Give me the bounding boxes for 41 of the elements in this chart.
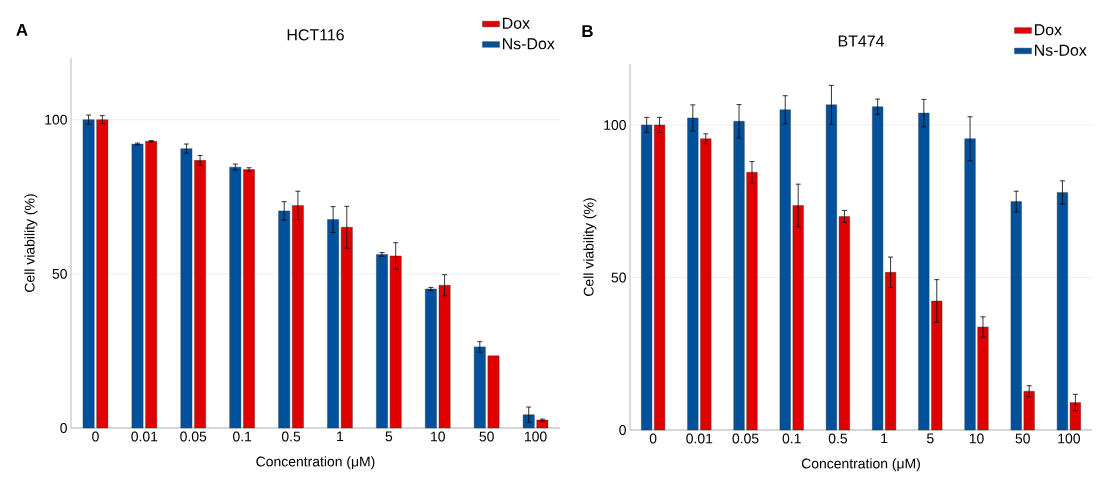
x-tick-label: 5 bbox=[926, 433, 934, 444]
y-tick-label: 50 bbox=[611, 272, 626, 283]
y-tick-label: 100 bbox=[45, 114, 67, 125]
x-tick-label: 1 bbox=[881, 433, 888, 444]
x-tick-label: 0.05 bbox=[732, 433, 759, 444]
x-axis-title: Concentration (μM) bbox=[256, 456, 375, 470]
x-tick-label: 5 bbox=[385, 431, 393, 442]
legend-label: Ns-Dox bbox=[503, 38, 555, 50]
y-tick-label: 100 bbox=[604, 120, 626, 130]
x-tick-label: 0 bbox=[649, 433, 657, 444]
x-tick-label: 1 bbox=[337, 431, 344, 442]
x-tick-label: 0.01 bbox=[686, 433, 713, 444]
x-tick-label: 100 bbox=[1058, 433, 1080, 444]
y-axis-title: Cell viability (%) bbox=[583, 198, 597, 296]
x-tick-label: 10 bbox=[431, 431, 445, 442]
chart-title: BT474 bbox=[838, 35, 885, 47]
x-tick-label: 0 bbox=[92, 431, 99, 442]
chart-title: HCT116 bbox=[287, 29, 344, 41]
x-tick-label: 50 bbox=[1015, 433, 1030, 444]
x-tick-label: 100 bbox=[524, 431, 547, 442]
x-tick-label: 0.01 bbox=[131, 431, 158, 442]
text: A bbox=[16, 24, 28, 36]
x-tick-label: 0.1 bbox=[233, 431, 252, 442]
x-tick-label: 50 bbox=[479, 431, 494, 442]
bar bbox=[327, 219, 339, 429]
bar bbox=[278, 210, 291, 429]
legend-label: Dox bbox=[503, 17, 530, 29]
x-tick-label: 0.1 bbox=[782, 433, 801, 444]
legend-label: Ns-Dox bbox=[1035, 44, 1087, 56]
x-tick-label: 0.5 bbox=[828, 433, 848, 444]
x-tick-label: 0.05 bbox=[180, 431, 207, 442]
legend-label: Dox bbox=[1035, 24, 1062, 36]
y-axis-title: Cell viability (%) bbox=[24, 194, 38, 292]
y-tick-label: 0 bbox=[60, 423, 67, 433]
bar bbox=[292, 205, 304, 429]
x-axis-title: Concentration (μM) bbox=[801, 458, 920, 472]
y-tick-label: 50 bbox=[52, 268, 67, 279]
text: B bbox=[582, 25, 593, 37]
x-tick-label: 0.5 bbox=[281, 431, 301, 442]
x-tick-label: 10 bbox=[969, 433, 984, 444]
bar bbox=[340, 227, 353, 429]
